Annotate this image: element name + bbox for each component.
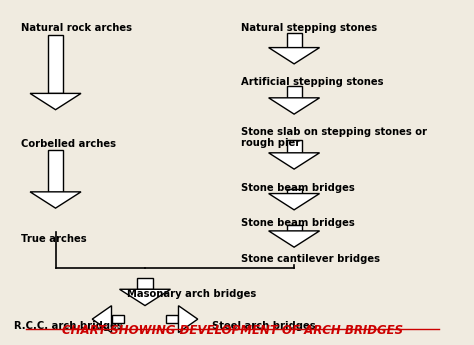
Polygon shape [165, 315, 179, 323]
Polygon shape [30, 192, 81, 208]
Text: True arches: True arches [21, 234, 87, 244]
Polygon shape [48, 35, 63, 93]
Text: Steel arch bridges: Steel arch bridges [211, 321, 315, 331]
Polygon shape [92, 306, 111, 333]
Polygon shape [111, 315, 124, 323]
Text: Artificial stepping stones: Artificial stepping stones [241, 78, 384, 87]
Polygon shape [269, 194, 319, 210]
Polygon shape [30, 93, 81, 110]
Polygon shape [269, 231, 319, 247]
Polygon shape [269, 48, 319, 64]
Text: CHART SHOWING DEVELOPMENT OF ARCH BRIDGES: CHART SHOWING DEVELOPMENT OF ARCH BRIDGE… [62, 324, 403, 337]
Polygon shape [286, 33, 301, 48]
Polygon shape [119, 289, 171, 306]
Polygon shape [269, 98, 319, 114]
Polygon shape [286, 189, 301, 194]
Polygon shape [286, 140, 301, 153]
Polygon shape [269, 153, 319, 169]
Polygon shape [286, 86, 301, 98]
Text: Stone slab on stepping stones or
rough pier: Stone slab on stepping stones or rough p… [241, 127, 428, 148]
Text: Stone cantilever bridges: Stone cantilever bridges [241, 254, 380, 264]
Polygon shape [48, 150, 63, 192]
Polygon shape [286, 225, 301, 231]
Text: Stone beam bridges: Stone beam bridges [241, 183, 355, 193]
Text: Stone beam bridges: Stone beam bridges [241, 218, 355, 228]
Text: Corbelled arches: Corbelled arches [21, 139, 116, 149]
Polygon shape [179, 306, 198, 333]
Text: Natural stepping stones: Natural stepping stones [241, 23, 377, 33]
Polygon shape [137, 278, 153, 289]
Text: Natural rock arches: Natural rock arches [21, 23, 132, 33]
Text: Masonary arch bridges: Masonary arch bridges [127, 288, 256, 298]
Text: R.C.C. arch bridges: R.C.C. arch bridges [14, 321, 123, 331]
